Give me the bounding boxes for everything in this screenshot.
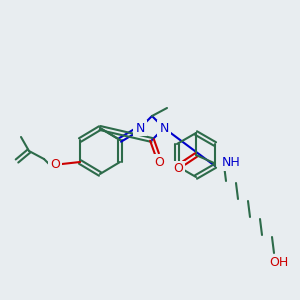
Text: O: O bbox=[50, 158, 60, 170]
Text: O: O bbox=[154, 155, 164, 169]
Text: O: O bbox=[173, 163, 183, 176]
Text: O: O bbox=[154, 155, 164, 169]
Text: N: N bbox=[135, 122, 145, 134]
Text: NH: NH bbox=[222, 157, 241, 169]
Text: NH: NH bbox=[222, 157, 241, 169]
Text: N: N bbox=[159, 122, 169, 134]
Text: O: O bbox=[50, 158, 60, 170]
Text: OH: OH bbox=[269, 256, 289, 269]
Text: O: O bbox=[173, 163, 183, 176]
